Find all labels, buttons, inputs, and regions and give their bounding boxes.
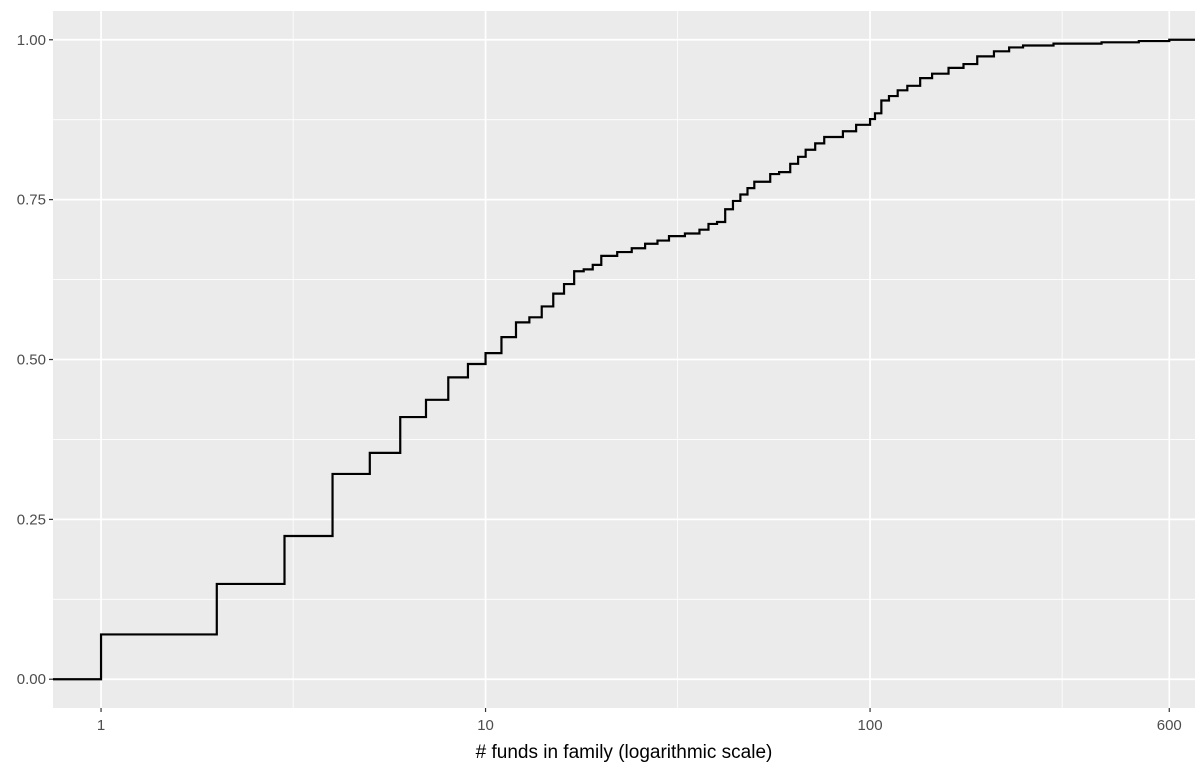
y-tick-label: 0.00	[17, 671, 46, 688]
x-tick-label: 1	[97, 717, 105, 734]
y-tick-label: 0.75	[17, 192, 46, 209]
x-axis-title: # funds in family (logarithmic scale)	[476, 742, 773, 763]
x-tick-label: 10	[477, 717, 494, 734]
x-tick-label: 100	[858, 717, 883, 734]
y-axis: 0.00 0.25 0.50 0.75 1.00	[17, 32, 53, 688]
y-tick-label: 0.50	[17, 352, 46, 369]
major-gridlines	[53, 11, 1195, 708]
y-tick-label: 1.00	[17, 32, 46, 49]
x-axis: 1 10 100 600	[97, 708, 1182, 734]
y-tick-label: 0.25	[17, 511, 46, 528]
ecdf-step-line	[53, 38, 1195, 681]
x-tick-label: 600	[1157, 717, 1182, 734]
